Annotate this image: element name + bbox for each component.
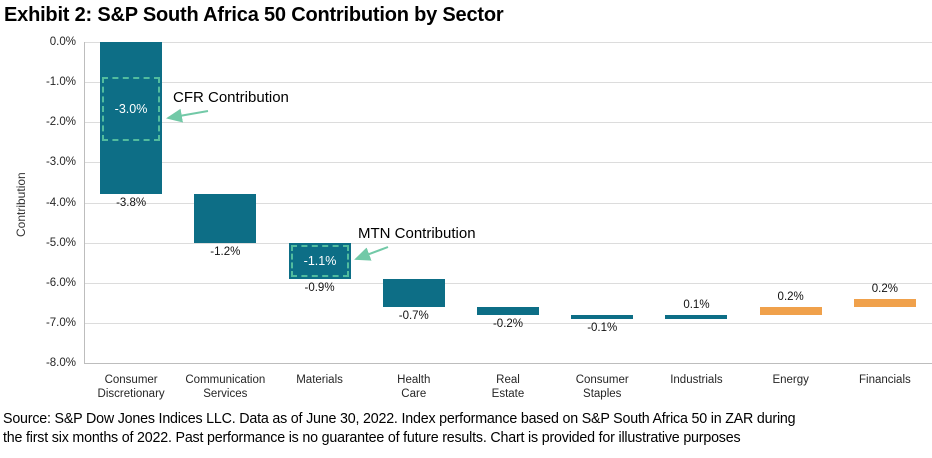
cfr-contribution-value: -3.0% [114, 102, 148, 116]
category-label-line: Health [397, 374, 431, 386]
mtn-arrow-icon [354, 246, 389, 261]
bar-industrials [665, 314, 728, 319]
gridline [84, 42, 932, 43]
bar-consumer-discretionary [100, 42, 163, 195]
y-tick-label: 0.0% [49, 36, 76, 48]
category-label: Communication Services [178, 374, 272, 401]
gridline [84, 282, 932, 284]
category-label-line: Materials [296, 374, 343, 386]
y-tick-label: -1.0% [45, 76, 76, 89]
category-label-line: Industrials [670, 374, 723, 386]
cfr-contribution-box: -3.0% [102, 77, 160, 141]
category-label-line: Services [203, 387, 248, 400]
bar-materials [288, 242, 351, 279]
category-label: Financials [838, 374, 932, 388]
source-text-line-2: the first six months of 2022. Past perfo… [3, 428, 741, 446]
category-label-line: Staples [583, 387, 622, 400]
gridline [84, 122, 932, 124]
mtn-contribution-box: -1.1% [291, 245, 349, 277]
category-label-line: Consumer [575, 374, 629, 386]
bar-value-label: -0.9% [304, 281, 335, 294]
bar-value-label: -0.1% [587, 321, 618, 334]
y-tick-label: -4.0% [45, 196, 76, 209]
bar-health-care [382, 278, 445, 307]
y-tick-label: -3.0% [45, 156, 76, 169]
category-label: Energy [744, 374, 838, 388]
y-tick-label: -8.0% [45, 357, 76, 369]
y-tick-label: -7.0% [45, 316, 76, 329]
category-label-line: Discretionary [97, 387, 165, 400]
bar-real-estate [477, 306, 539, 315]
mtn-annotation-label: MTN Contribution [358, 225, 476, 242]
gridline [84, 82, 932, 84]
y-tick-label: -2.0% [45, 116, 76, 129]
y-axis-line [84, 42, 85, 363]
category-label-line: Care [401, 387, 427, 400]
source-text-line-1: Source: S&P Dow Jones Indices LLC. Data … [3, 410, 796, 427]
category-label: Real Estate [461, 374, 555, 401]
y-tick-label: -5.0% [45, 236, 76, 249]
category-label: Consumer Staples [555, 374, 649, 401]
gridline [84, 202, 932, 204]
bar-communication-services [194, 194, 257, 243]
category-label: Materials [272, 374, 366, 388]
cfr-annotation-label: CFR Contribution [173, 89, 289, 106]
mtn-contribution-value: -1.1% [303, 254, 337, 268]
chart-title: Exhibit 2: S&P South Africa 50 Contribut… [4, 4, 504, 26]
bar-value-label: 0.1% [683, 298, 710, 311]
category-label-line: Estate [491, 387, 525, 400]
y-axis-title: Contribution [14, 172, 28, 238]
bar-value-label: 0.2% [871, 282, 898, 295]
bar-value-label: -3.8% [116, 197, 147, 210]
y-tick-label: -6.0% [45, 276, 76, 289]
gridline [84, 242, 932, 244]
bar-financials [853, 298, 916, 307]
category-label-line: Energy [772, 374, 809, 386]
cfr-arrow-icon [166, 108, 209, 123]
bar-value-label: -1.2% [210, 245, 241, 258]
bar-value-label: -0.2% [492, 317, 524, 330]
x-axis-line [84, 363, 932, 364]
bar-value-label: 0.2% [777, 290, 804, 303]
bar-value-label: -0.7% [398, 309, 429, 322]
category-label: Health Care [367, 374, 461, 401]
category-label-line: Communication [185, 374, 266, 386]
bar-energy [759, 306, 822, 315]
bar-consumer-staples [571, 314, 634, 319]
category-label: Industrials [649, 374, 743, 388]
category-label-line: Consumer [104, 374, 158, 386]
category-label-line: Financials [858, 374, 911, 386]
category-label-line: Real [496, 374, 520, 386]
source-text: Source: S&P Dow Jones Indices LLC. Data … [3, 410, 932, 447]
category-label: Consumer Discretionary [84, 374, 178, 401]
gridline [84, 322, 932, 324]
gridline [84, 162, 932, 164]
